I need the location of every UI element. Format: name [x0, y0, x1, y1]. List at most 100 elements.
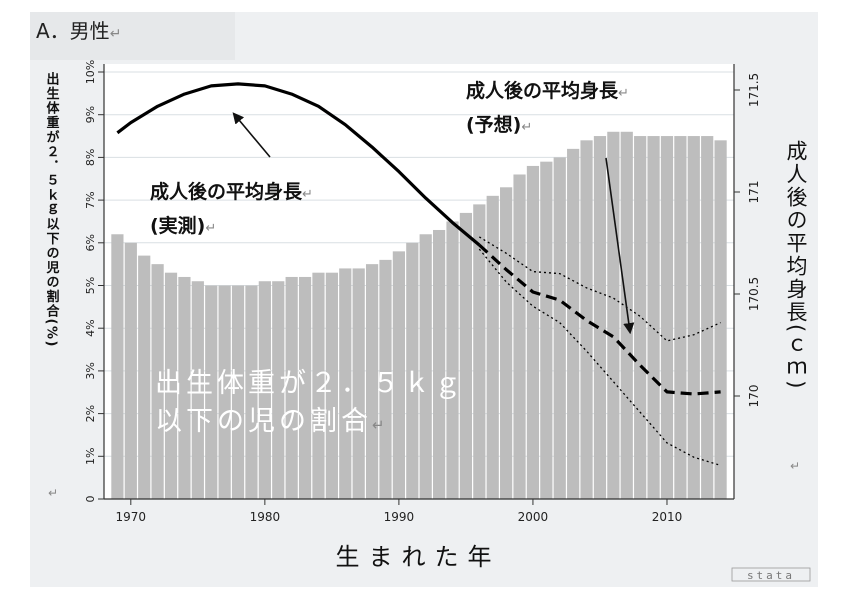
bar: [593, 136, 607, 500]
bar: [446, 221, 459, 499]
annotation-bars-line2: 以下の児の割合: [155, 406, 372, 437]
series-line-measured: [116, 82, 481, 247]
bar: [406, 242, 419, 500]
bar: [151, 264, 164, 499]
bar: [365, 264, 379, 499]
left-y-tick-label: 1%: [84, 448, 97, 465]
x-axis-title: 生まれた年: [336, 543, 501, 571]
left-y-tick-label: 2%: [84, 405, 97, 422]
bar: [272, 281, 285, 499]
bar: [392, 251, 405, 499]
x-tick-label: 1990: [384, 510, 415, 524]
bar: [567, 148, 580, 500]
annotation-measured-arrow: [232, 112, 271, 158]
bar: [607, 131, 620, 499]
watermark: stata: [747, 569, 795, 582]
return-mark: ↵: [205, 221, 216, 236]
left-y-tick-label: 4%: [84, 319, 97, 336]
bar: [714, 140, 727, 499]
annotation-predicted-arrow: [605, 157, 635, 335]
bar: [687, 136, 700, 500]
bar: [352, 268, 365, 499]
bar: [513, 174, 526, 500]
right-y-tick-label: 171.5: [747, 73, 761, 107]
left-y-tick-label: 5%: [84, 277, 97, 294]
left-y-tick-label: 8%: [84, 149, 97, 166]
right-y-axis-ticks: 170 170.5 171 171.5: [734, 73, 761, 408]
bar: [164, 272, 178, 499]
annotation-measured-line2: (実測): [150, 214, 205, 237]
bar: [231, 285, 245, 499]
right-y-tick-label: 170: [747, 385, 761, 408]
bar: [124, 242, 137, 500]
bar: [486, 195, 499, 499]
annotation-bars-line1: 出生体重が２．５ｋｇ: [155, 368, 465, 399]
series-line-bound: [478, 236, 721, 342]
bars-group: [111, 131, 727, 500]
bar: [379, 259, 392, 499]
bar: [258, 281, 271, 499]
bar: [325, 272, 338, 499]
return-mark: ↵: [790, 459, 800, 473]
bar: [312, 272, 325, 499]
annotation-predicted-line2: (予想): [466, 113, 521, 136]
right-y-axis-title: 成人後の平均身長(ｃｍ): [784, 140, 808, 390]
return-mark: ↵: [521, 120, 532, 135]
x-tick-label: 2010: [652, 510, 683, 524]
x-tick-label: 2000: [518, 510, 549, 524]
left-y-tick-label: 9%: [84, 106, 97, 123]
bar: [178, 276, 191, 499]
return-mark: ↵: [110, 26, 122, 42]
annotation-measured-line1: 成人後の平均身長: [150, 180, 303, 203]
left-y-tick-label: 0: [84, 496, 97, 503]
return-mark: ↵: [618, 86, 629, 101]
x-tick-label: 1970: [116, 510, 147, 524]
left-y-tick-label: 6%: [84, 234, 97, 251]
bar: [419, 234, 432, 499]
return-mark: ↵: [48, 486, 58, 500]
bar: [674, 136, 687, 500]
left-y-axis-title: 出生体重が２．５ｋｇ以下の児の割合(%): [44, 71, 61, 347]
annotation-predicted-line1: 成人後の平均身長: [466, 79, 619, 102]
bar: [339, 268, 352, 499]
bar: [191, 281, 204, 499]
bar: [285, 276, 298, 499]
bar: [660, 136, 674, 500]
right-y-tick-label: 170.5: [747, 277, 761, 311]
bar: [298, 276, 312, 499]
annotation-measured: 成人後の平均身長↵ (実測)↵: [150, 180, 320, 237]
panel-label-background: [30, 12, 235, 60]
left-y-axis-ticks: 0 1% 2% 3% 4% 5% 6% 7% 8% 9% 10%: [84, 60, 104, 503]
bar: [526, 165, 540, 499]
bar: [553, 157, 566, 499]
left-y-tick-label: 10%: [84, 60, 97, 84]
panel-label: A．男性: [36, 19, 110, 43]
bar: [138, 255, 151, 499]
bar: [433, 229, 446, 500]
watermark-box: [731, 567, 811, 582]
return-mark: ↵: [372, 416, 385, 434]
bar: [620, 131, 633, 499]
series-line-predicted: [478, 243, 721, 396]
bar: [500, 187, 513, 500]
bar: [647, 136, 660, 500]
series-line-bound: [478, 248, 721, 467]
bar: [218, 285, 231, 499]
bar: [245, 285, 258, 499]
bar: [580, 140, 593, 499]
bar: [540, 161, 553, 500]
lines-group: [116, 82, 721, 467]
bar: [701, 136, 714, 500]
bar: [473, 204, 486, 499]
x-tick-label: 1980: [250, 510, 281, 524]
left-y-tick-label: 7%: [84, 191, 97, 208]
bar: [111, 234, 124, 499]
right-y-tick-label: 171: [747, 181, 761, 204]
svg-text:A．男性↵: A．男性↵: [36, 19, 121, 43]
bar: [634, 136, 647, 500]
annotation-predicted: 成人後の平均身長↵ (予想)↵: [466, 79, 636, 136]
return-mark: ↵: [302, 187, 313, 202]
left-y-tick-label: 3%: [84, 362, 97, 379]
x-axis-ticks: 1970 1980 1990 2000 2010: [116, 499, 683, 524]
